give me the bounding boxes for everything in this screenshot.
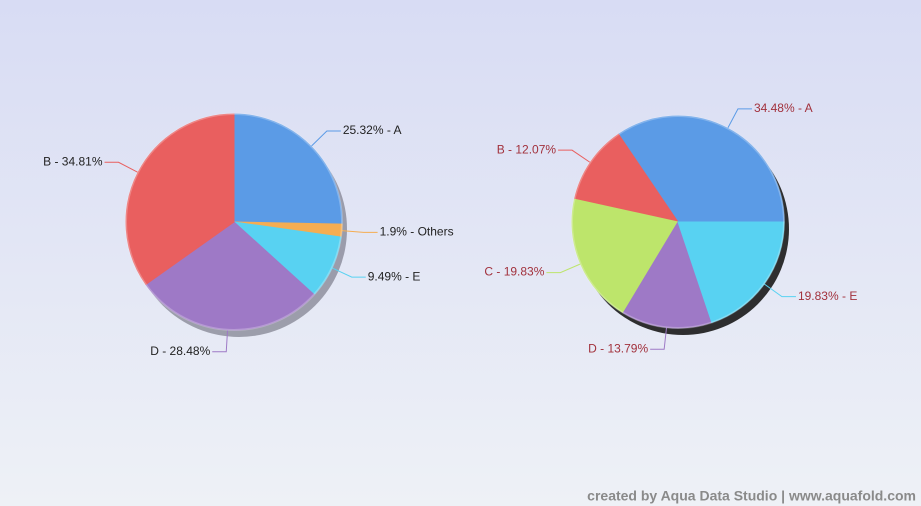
- leader-line: [546, 263, 581, 274]
- data-label: D - 28.48%: [150, 344, 210, 358]
- data-label: B - 34.81%: [43, 154, 103, 168]
- leader-line: [558, 149, 591, 163]
- data-label: 1.9% - Others: [380, 225, 454, 239]
- data-label: 9.49% - E: [368, 269, 421, 283]
- pie-slice: [145, 221, 315, 331]
- pie-slice: [571, 198, 679, 314]
- watermark: created by Aqua Data Studio | www.aquafo…: [587, 488, 916, 504]
- data-label: C - 19.83%: [484, 265, 544, 279]
- pie-slice: [573, 133, 680, 223]
- leader-line: [650, 327, 668, 350]
- pie-slice: [617, 115, 785, 223]
- pie-slice: [125, 113, 235, 286]
- pie-rim: [571, 115, 785, 329]
- leader-line: [763, 283, 796, 298]
- leader-line: [310, 130, 341, 147]
- data-label: B - 12.07%: [497, 142, 557, 156]
- data-label: 19.83% - E: [798, 289, 857, 303]
- leader-line: [331, 267, 366, 278]
- leader-line: [341, 230, 378, 233]
- pie-slice: [622, 220, 713, 329]
- leader-line: [104, 161, 139, 173]
- leader-line: [727, 108, 752, 129]
- data-label: 25.32% - A: [343, 123, 402, 137]
- pie-slice: [677, 221, 785, 324]
- pie-rim: [125, 113, 343, 331]
- leader-line: [212, 329, 229, 353]
- data-label: D - 13.79%: [588, 341, 648, 355]
- pie-slice: [233, 113, 343, 225]
- data-label: 34.48% - A: [754, 101, 813, 115]
